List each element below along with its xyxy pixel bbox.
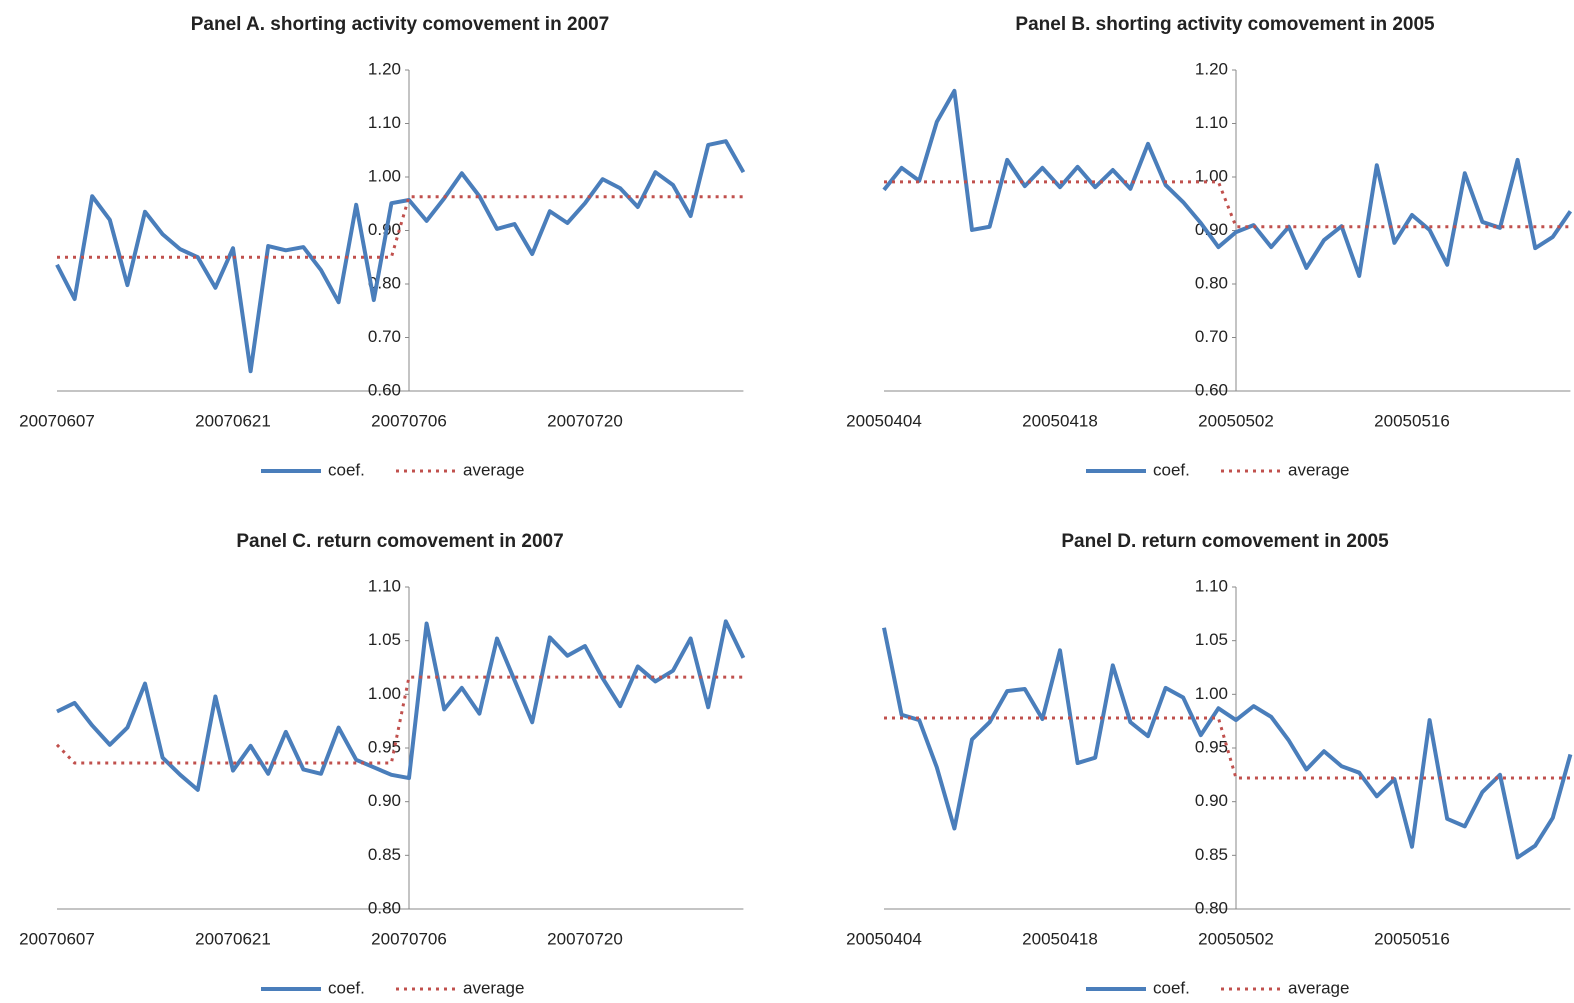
- y-tick-label: 0.70: [368, 327, 401, 346]
- x-tick-label: 20050502: [1198, 929, 1274, 948]
- y-tick-label: 1.20: [368, 59, 401, 78]
- x-tick-label: 20050404: [846, 411, 922, 430]
- x-tick-label: 20070720: [547, 411, 623, 430]
- y-tick-label: 0.95: [368, 737, 401, 756]
- coef-line: [56, 619, 746, 792]
- legend-label: coef.: [328, 460, 365, 479]
- y-tick-label: 0.85: [1195, 845, 1228, 864]
- y-tick-label: 0.60: [368, 380, 401, 399]
- y-tick-label: 1.00: [1195, 166, 1228, 185]
- x-tick-label: 20070621: [195, 929, 271, 948]
- y-tick-label: 0.85: [368, 845, 401, 864]
- y-tick-label: 1.10: [1195, 113, 1228, 132]
- legend-label: coef.: [1153, 460, 1190, 479]
- x-tick-label: 20070706: [371, 411, 447, 430]
- x-tick-label: 20050516: [1374, 411, 1450, 430]
- average-line: [884, 716, 1571, 780]
- x-tick-label: 20070621: [195, 411, 271, 430]
- average-line: [57, 195, 744, 259]
- legend-label: coef.: [1153, 978, 1190, 997]
- x-tick-label: 20050404: [846, 929, 922, 948]
- y-tick-label: 1.05: [1195, 630, 1228, 649]
- chart-title: Panel B. shorting activity comovement in…: [1015, 14, 1435, 35]
- x-tick-label: 20050516: [1374, 929, 1450, 948]
- legend-label: average: [1288, 460, 1349, 479]
- x-tick-label: 20070706: [371, 929, 447, 948]
- y-tick-label: 1.05: [368, 630, 401, 649]
- coef-line: [882, 627, 1573, 860]
- x-tick-label: 20070607: [19, 929, 95, 948]
- legend-label: average: [463, 978, 524, 997]
- x-tick-label: 20050502: [1198, 411, 1274, 430]
- y-tick-label: 0.90: [368, 220, 401, 239]
- chart-title: Panel C. return comovement in 2007: [236, 531, 563, 552]
- y-tick-label: 0.80: [1195, 273, 1228, 292]
- legend-label: coef.: [328, 978, 365, 997]
- y-tick-label: 0.80: [368, 898, 401, 917]
- x-tick-label: 20050418: [1022, 411, 1098, 430]
- x-tick-label: 20070720: [547, 929, 623, 948]
- y-tick-label: 0.90: [368, 791, 401, 810]
- x-tick-label: 20050418: [1022, 929, 1098, 948]
- y-tick-label: 1.00: [368, 166, 401, 185]
- legend-label: average: [1288, 978, 1349, 997]
- average-line: [884, 180, 1571, 229]
- chart-title: Panel A. shorting activity comovement in…: [191, 14, 609, 35]
- y-tick-label: 1.00: [368, 684, 401, 703]
- y-tick-label: 1.10: [368, 576, 401, 595]
- chart-title: Panel D. return comovement in 2005: [1061, 531, 1389, 552]
- y-tick-label: 0.95: [1195, 737, 1228, 756]
- y-tick-label: 1.20: [1195, 59, 1228, 78]
- y-tick-label: 1.00: [1195, 684, 1228, 703]
- coef-line: [882, 88, 1573, 278]
- x-tick-label: 20070607: [19, 411, 95, 430]
- y-tick-label: 0.60: [1195, 380, 1228, 399]
- legend-label: average: [463, 460, 524, 479]
- y-tick-label: 1.10: [1195, 576, 1228, 595]
- y-tick-label: 0.70: [1195, 327, 1228, 346]
- y-tick-label: 1.10: [368, 113, 401, 132]
- y-tick-label: 0.80: [1195, 898, 1228, 917]
- average-line: [55, 675, 744, 765]
- y-tick-label: 0.90: [1195, 791, 1228, 810]
